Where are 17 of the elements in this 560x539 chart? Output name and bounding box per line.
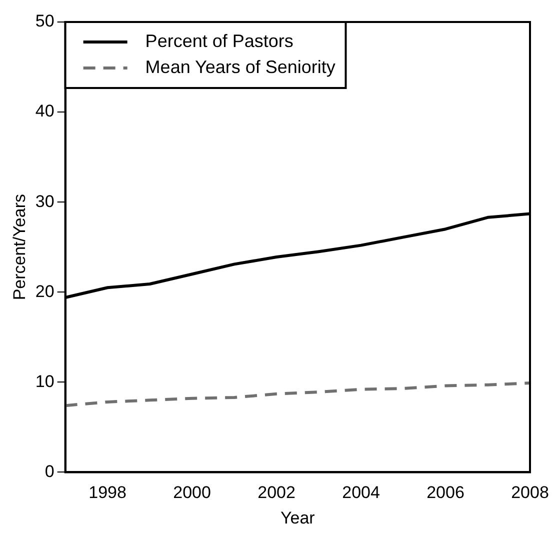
x-tick-label: 2002 [258,483,296,502]
y-tick-label: 20 [35,282,54,301]
y-tick-label: 0 [44,462,54,481]
x-tick-label: 2004 [342,483,380,502]
x-axis-title: Year [280,508,316,528]
x-tick-label: 2000 [173,483,211,502]
x-tick-label: 2008 [511,483,549,502]
y-tick-label: 40 [35,102,54,121]
x-tick-label: 2006 [426,483,464,502]
y-tick-label: 10 [35,372,54,391]
y-tick-label: 50 [35,12,54,31]
legend-label: Mean Years of Seniority [145,56,336,77]
y-axis-title: Percent/Years [10,194,29,300]
legend-label: Percent of Pastors [145,30,294,51]
x-tick-label: 1998 [88,483,126,502]
y-tick-label: 30 [35,192,54,211]
line-series [65,382,530,408]
